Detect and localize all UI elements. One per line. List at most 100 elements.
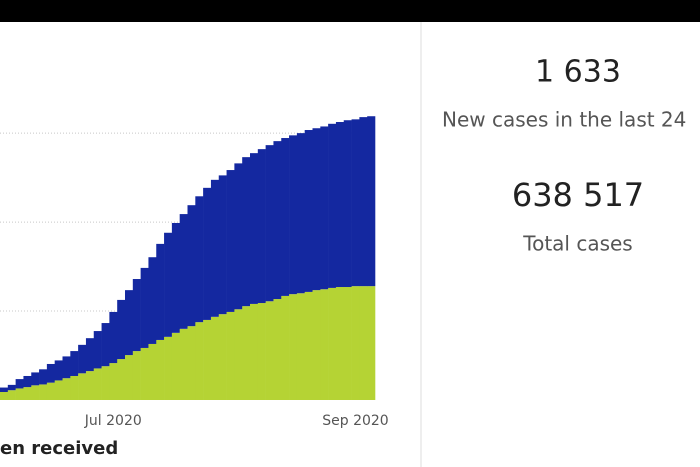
bar-segment xyxy=(70,351,79,376)
bar-segment xyxy=(195,322,204,400)
bar-segment xyxy=(31,372,40,386)
bar-segment xyxy=(312,290,321,400)
bar-segment xyxy=(117,299,126,360)
bar-segment xyxy=(164,336,173,400)
bar-segment xyxy=(23,387,32,400)
bar-segment xyxy=(62,356,71,379)
bar-segment xyxy=(148,343,157,400)
bar-segment xyxy=(257,149,266,304)
bar-segment xyxy=(281,138,290,296)
bar-segment xyxy=(195,196,204,323)
bar-segment xyxy=(179,214,188,329)
bar-segment xyxy=(7,384,16,391)
bar-segment xyxy=(46,382,55,400)
bar-segment xyxy=(15,379,24,389)
kpi-label: New cases in the last 24 xyxy=(442,108,686,132)
bar-segment xyxy=(93,368,102,400)
bar-segment xyxy=(304,130,313,292)
bar-segment xyxy=(242,306,251,400)
bar-segment xyxy=(125,290,134,356)
bar-segment xyxy=(0,387,9,392)
kpi-value: 1 633 xyxy=(535,55,621,90)
kpi-label: Total cases xyxy=(522,232,632,256)
bar-segment xyxy=(273,299,282,400)
bar-segment xyxy=(179,328,188,400)
bar-segment xyxy=(289,135,298,295)
bar-segment xyxy=(85,338,95,372)
bar-segment xyxy=(70,375,79,400)
bar-segment xyxy=(359,117,368,287)
bar-segment xyxy=(148,257,157,344)
bar-segment xyxy=(117,359,126,400)
chart: Jul 2020 Sep 2020 xyxy=(0,116,389,429)
bar-segment xyxy=(39,369,48,385)
bar-segment xyxy=(320,126,329,290)
bar-segment xyxy=(210,316,220,400)
bar-segment xyxy=(351,286,360,400)
bar-segment xyxy=(93,331,102,369)
bar-segment xyxy=(78,344,87,374)
bar-segment xyxy=(187,326,196,400)
bar-segment xyxy=(367,116,376,287)
kpi-value: 638 517 xyxy=(512,176,644,214)
bar-segment xyxy=(15,388,24,400)
bar-segment xyxy=(335,122,345,288)
bar-segment xyxy=(265,301,274,400)
bar-segment xyxy=(335,287,345,400)
bar-segment xyxy=(140,267,149,348)
bar-segment xyxy=(320,289,329,400)
bar-segment xyxy=(132,279,141,352)
bar-segment xyxy=(218,314,227,400)
bar-segment xyxy=(171,332,180,400)
bar-segment xyxy=(328,123,337,288)
bar-segment xyxy=(156,339,165,400)
bar-segment xyxy=(78,373,87,400)
bar-segment xyxy=(304,291,313,400)
bar-segment xyxy=(85,371,95,400)
bar-segment xyxy=(39,384,48,400)
bar-segment xyxy=(226,170,235,312)
bar-segment xyxy=(7,390,16,400)
bar-segment xyxy=(281,295,290,400)
bar-segment xyxy=(367,286,376,400)
bar-segment xyxy=(54,360,63,381)
bar-segment xyxy=(234,163,243,310)
bar-segment xyxy=(359,286,368,400)
bar-segment xyxy=(343,120,352,288)
bar-segment xyxy=(140,347,149,400)
bar-segment xyxy=(187,205,196,327)
bar-segment xyxy=(296,133,305,294)
bar-segment xyxy=(101,323,110,367)
bar-segment xyxy=(234,309,243,400)
bar-segment xyxy=(312,128,321,291)
bar-segment xyxy=(23,375,32,388)
bar-segment xyxy=(257,303,266,400)
bar-segment xyxy=(125,355,134,400)
bar-segment xyxy=(351,119,360,287)
bar-segment xyxy=(46,363,55,383)
footer-text: en received xyxy=(0,438,118,459)
bar-segment xyxy=(101,366,110,400)
bar-segment xyxy=(250,303,259,400)
bar-segment xyxy=(62,378,71,400)
top-bar xyxy=(0,0,700,22)
bar-segment xyxy=(289,294,298,400)
bar-segment xyxy=(54,380,63,400)
bar-segment xyxy=(226,311,235,400)
bar-segment xyxy=(203,187,212,320)
bar-segment xyxy=(109,363,118,400)
bar-segment xyxy=(343,287,352,400)
bar-segment xyxy=(171,222,180,333)
bar-segment xyxy=(273,141,282,300)
bar-segment xyxy=(109,311,118,364)
bar-segment xyxy=(265,145,274,302)
x-tick-label: Jul 2020 xyxy=(84,413,142,429)
bar-segment xyxy=(132,351,141,400)
bar-segment xyxy=(242,157,251,307)
bar-segment xyxy=(203,319,212,400)
bar-segment xyxy=(210,179,220,317)
bar-segment xyxy=(164,232,173,337)
bar-segment xyxy=(328,287,337,400)
bar-segment xyxy=(156,243,165,340)
